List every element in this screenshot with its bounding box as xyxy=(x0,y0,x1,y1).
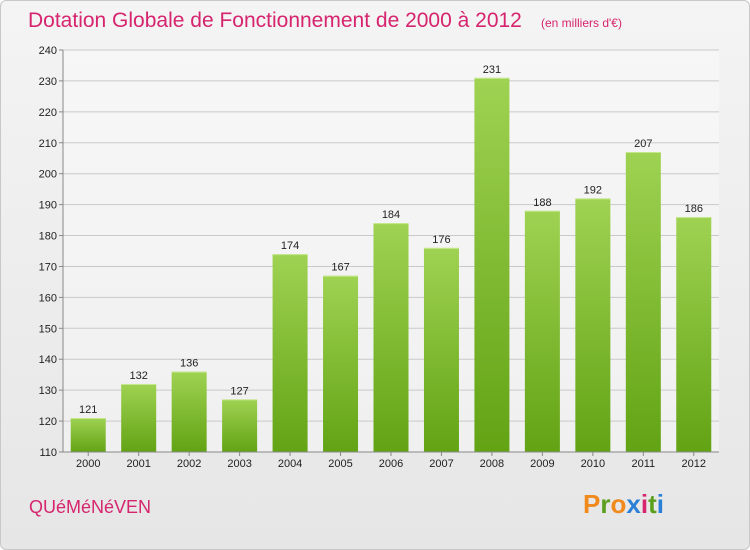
data-label: 207 xyxy=(634,138,652,150)
bar-2003 xyxy=(222,399,258,452)
data-label: 231 xyxy=(483,64,501,76)
y-tick-label: 230 xyxy=(39,76,57,88)
x-tick-label: 2002 xyxy=(177,458,201,470)
y-tick-label: 130 xyxy=(39,385,57,397)
x-tick-label: 2011 xyxy=(631,458,655,470)
logo-letter: r xyxy=(600,489,611,519)
x-tick-label: 2008 xyxy=(480,458,504,470)
y-tick-label: 210 xyxy=(39,138,57,150)
bar-2000 xyxy=(70,417,106,452)
y-tick-label: 180 xyxy=(39,231,57,243)
logo-letter: x xyxy=(626,489,641,519)
data-label: 186 xyxy=(685,203,703,215)
data-label: 188 xyxy=(533,197,551,209)
x-tick-label: 2003 xyxy=(227,458,251,470)
logo-letter: o xyxy=(610,489,627,519)
data-label: 132 xyxy=(130,370,148,382)
x-tick-label: 2007 xyxy=(429,458,453,470)
logo-letter: t xyxy=(648,489,657,519)
x-tick-label: 2012 xyxy=(682,458,706,470)
data-label: 121 xyxy=(79,404,97,416)
y-tick-label: 110 xyxy=(39,447,57,459)
bar-2010 xyxy=(575,198,611,452)
y-tick-label: 120 xyxy=(39,416,57,428)
logo-letter: i xyxy=(656,489,664,519)
bar-2011 xyxy=(625,152,661,453)
proxiti-logo: Proxiti xyxy=(583,489,664,520)
y-tick-label: 190 xyxy=(39,200,57,212)
bar-2009 xyxy=(524,210,560,452)
bar-2012 xyxy=(676,216,712,452)
y-tick-label: 160 xyxy=(39,292,57,304)
data-label: 167 xyxy=(331,262,349,274)
x-tick-label: 2010 xyxy=(581,458,605,470)
bar-2001 xyxy=(121,383,157,452)
chart-unit: (en milliers d'€) xyxy=(541,16,622,30)
data-label: 192 xyxy=(584,184,602,196)
data-label: 176 xyxy=(432,234,450,246)
y-tick-label: 200 xyxy=(39,169,57,181)
x-tick-label: 2000 xyxy=(76,458,100,470)
y-tick-label: 220 xyxy=(39,107,57,119)
bar-2005 xyxy=(323,275,359,452)
x-tick-label: 2006 xyxy=(379,458,403,470)
y-tick-label: 140 xyxy=(39,354,57,366)
y-tick-label: 150 xyxy=(39,323,57,335)
y-tick-label: 170 xyxy=(39,261,57,273)
data-label: 127 xyxy=(230,385,248,397)
logo-letter: i xyxy=(640,489,649,519)
commune-name: QUéMéNéVEN xyxy=(29,497,152,517)
chart-title: Dotation Globale de Fonctionnement de 20… xyxy=(28,9,522,32)
x-tick-label: 2001 xyxy=(126,458,150,470)
bar-2004 xyxy=(272,254,308,452)
bar-2008 xyxy=(474,77,510,452)
x-tick-label: 2009 xyxy=(530,458,554,470)
logo-letter: P xyxy=(583,489,601,519)
x-tick-label: 2005 xyxy=(328,458,352,470)
data-label: 184 xyxy=(382,209,400,221)
bar-2002 xyxy=(171,371,207,452)
y-tick-label: 240 xyxy=(39,45,57,57)
bar-2006 xyxy=(373,223,409,452)
data-label: 136 xyxy=(180,358,198,370)
data-label: 174 xyxy=(281,240,299,252)
bar-2007 xyxy=(423,247,459,452)
x-tick-label: 2004 xyxy=(278,458,302,470)
